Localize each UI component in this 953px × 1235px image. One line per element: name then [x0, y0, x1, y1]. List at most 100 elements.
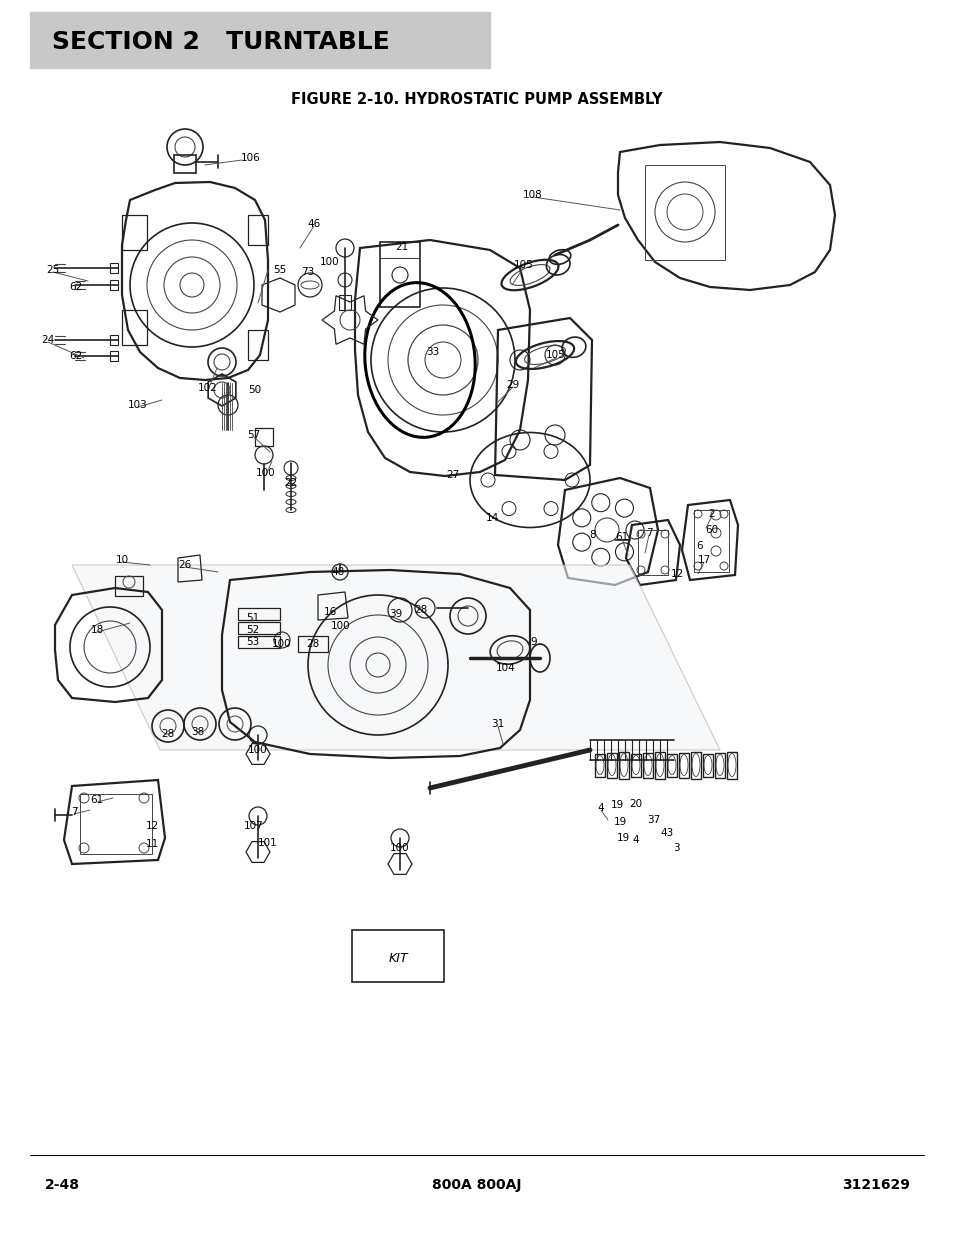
Bar — [352, 930, 443, 982]
Text: 100: 100 — [272, 638, 292, 650]
Bar — [80, 794, 152, 853]
Text: 43: 43 — [659, 827, 673, 839]
Text: 19: 19 — [616, 832, 629, 844]
Text: 105: 105 — [545, 350, 565, 359]
Text: 20: 20 — [629, 799, 642, 809]
Text: 22: 22 — [284, 478, 297, 488]
Text: 100: 100 — [248, 745, 268, 755]
Bar — [642, 753, 652, 778]
Bar — [254, 429, 273, 446]
Bar — [606, 753, 617, 778]
Text: 12: 12 — [670, 569, 683, 579]
Text: 19: 19 — [610, 800, 623, 810]
Bar — [237, 636, 280, 648]
Text: 101: 101 — [258, 839, 277, 848]
Bar — [30, 12, 490, 68]
Text: 19: 19 — [613, 818, 626, 827]
Text: 48: 48 — [331, 567, 344, 577]
Text: 100: 100 — [331, 621, 351, 631]
Text: 31: 31 — [491, 719, 504, 729]
Bar — [714, 753, 724, 778]
Text: 16: 16 — [323, 606, 336, 618]
Text: 11: 11 — [145, 839, 158, 848]
Text: 4: 4 — [632, 835, 639, 845]
Text: 100: 100 — [320, 257, 339, 267]
Bar — [122, 215, 147, 249]
Text: 8: 8 — [589, 530, 596, 540]
Text: 73: 73 — [301, 267, 314, 277]
Text: 7: 7 — [71, 806, 77, 818]
Bar — [237, 608, 280, 620]
Bar — [595, 755, 604, 777]
Text: 107: 107 — [244, 821, 264, 831]
Text: 37: 37 — [647, 815, 659, 825]
Text: 24: 24 — [41, 335, 54, 345]
Text: 46: 46 — [307, 219, 320, 228]
Text: KIT: KIT — [388, 951, 407, 965]
Polygon shape — [71, 564, 720, 750]
Bar — [379, 242, 419, 308]
Text: 29: 29 — [506, 380, 519, 390]
Text: SECTION 2   TURNTABLE: SECTION 2 TURNTABLE — [52, 30, 390, 54]
Bar — [110, 351, 118, 361]
Bar — [297, 636, 328, 652]
Text: 27: 27 — [446, 471, 459, 480]
Text: 60: 60 — [704, 525, 718, 535]
Text: 28: 28 — [414, 605, 427, 615]
Text: 9: 9 — [530, 637, 537, 647]
Text: 53: 53 — [246, 637, 259, 647]
Text: 106: 106 — [241, 153, 260, 163]
Text: 26: 26 — [178, 559, 192, 571]
Bar — [693, 510, 728, 572]
Bar — [122, 310, 147, 345]
Bar — [618, 752, 628, 779]
Text: 100: 100 — [390, 844, 410, 853]
Bar — [110, 335, 118, 345]
Text: 4: 4 — [598, 803, 603, 813]
Text: 104: 104 — [496, 663, 516, 673]
Text: 62: 62 — [70, 282, 83, 291]
Text: 100: 100 — [256, 468, 275, 478]
Bar — [115, 576, 143, 597]
Text: 7: 7 — [645, 529, 652, 538]
Text: 28: 28 — [306, 638, 319, 650]
Text: FIGURE 2-10. HYDROSTATIC PUMP ASSEMBLY: FIGURE 2-10. HYDROSTATIC PUMP ASSEMBLY — [291, 93, 662, 107]
Bar — [173, 156, 195, 173]
Bar — [679, 753, 688, 778]
Text: 17: 17 — [697, 555, 710, 564]
Text: 50: 50 — [248, 385, 261, 395]
Text: 3: 3 — [672, 844, 679, 853]
Bar — [237, 622, 280, 634]
Text: 103: 103 — [128, 400, 148, 410]
Text: 57: 57 — [247, 430, 260, 440]
Text: 28: 28 — [161, 729, 174, 739]
Bar — [690, 752, 700, 779]
Bar — [110, 263, 118, 273]
Text: 61: 61 — [615, 532, 628, 542]
Text: 61: 61 — [91, 795, 104, 805]
Bar — [630, 755, 640, 777]
Text: 52: 52 — [246, 625, 259, 635]
Text: 108: 108 — [522, 190, 542, 200]
Bar — [248, 330, 268, 359]
Text: 18: 18 — [91, 625, 104, 635]
Bar — [702, 755, 712, 777]
Text: 6: 6 — [696, 541, 702, 551]
Bar — [248, 215, 268, 245]
Bar — [110, 280, 118, 290]
Text: 12: 12 — [145, 821, 158, 831]
Text: 38: 38 — [192, 727, 204, 737]
Text: 2-48: 2-48 — [45, 1178, 80, 1192]
Bar — [338, 295, 351, 310]
Bar — [726, 752, 737, 779]
Bar — [644, 165, 724, 261]
Text: 800A 800AJ: 800A 800AJ — [432, 1178, 521, 1192]
Text: 25: 25 — [47, 266, 59, 275]
Text: 51: 51 — [246, 613, 259, 622]
Text: 2: 2 — [708, 509, 715, 519]
Text: 105: 105 — [514, 261, 534, 270]
Text: 21: 21 — [395, 242, 408, 252]
Text: 62: 62 — [70, 351, 83, 361]
Text: 10: 10 — [115, 555, 129, 564]
Text: 102: 102 — [198, 383, 217, 393]
